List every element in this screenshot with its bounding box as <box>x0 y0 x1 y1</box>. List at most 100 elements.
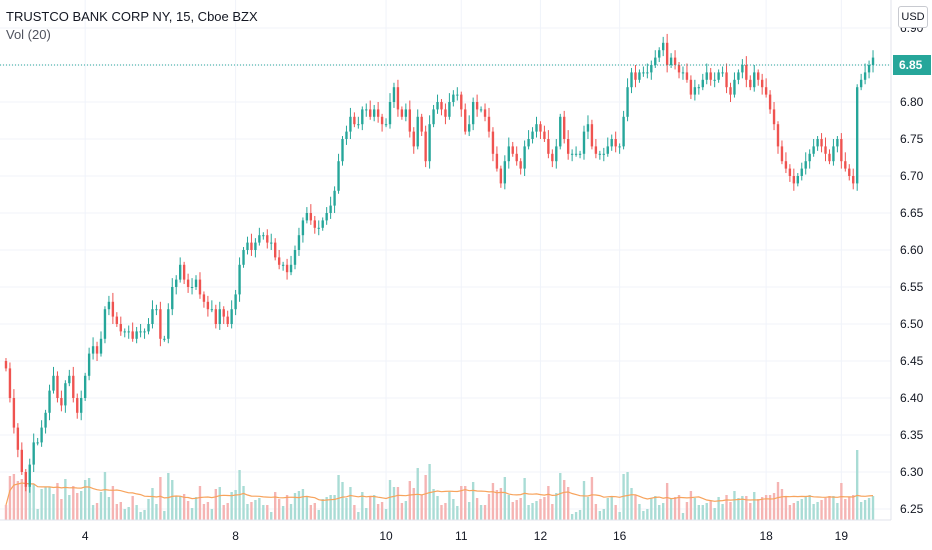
candle-body <box>412 131 415 147</box>
volume-bar <box>460 486 463 520</box>
volume-bar <box>87 478 91 520</box>
volume-bar <box>709 501 712 520</box>
volume-bar <box>479 505 483 520</box>
time-tick-label: 19 <box>835 529 849 543</box>
volume-bar <box>852 495 855 520</box>
time-tick-label: 10 <box>379 529 393 543</box>
volume-bar <box>357 512 360 520</box>
candle-body <box>495 153 499 169</box>
candle-body <box>764 87 768 95</box>
volume-indicator-label[interactable]: Vol (20) <box>6 27 51 42</box>
candle-body <box>737 72 740 80</box>
volume-bar <box>547 486 550 520</box>
volume-bar <box>523 478 526 520</box>
volume-bar <box>650 498 653 520</box>
volume-bar <box>182 494 186 520</box>
candle-body <box>428 124 431 162</box>
candlesticks <box>4 33 875 493</box>
candle-body <box>4 361 8 369</box>
candle-body <box>194 279 198 287</box>
candle-body <box>780 146 784 162</box>
volume-bar <box>400 503 404 520</box>
candle-body <box>372 109 376 117</box>
volume-bar <box>717 497 720 520</box>
candle-body <box>48 390 51 413</box>
chart-legend: TRUSTCO BANK CORP NY, 15, Cboe BZX Vol (… <box>6 8 258 44</box>
candle-body <box>570 153 574 155</box>
volume-bar <box>64 479 67 520</box>
time-axis[interactable]: 4 8 10 11 12 16 18 19 <box>82 529 849 543</box>
volume-bar <box>586 497 590 520</box>
volume-bar <box>155 504 158 520</box>
candle-body <box>293 250 297 265</box>
volume-bar <box>380 502 384 520</box>
volume-bar <box>396 487 400 520</box>
volume-bar <box>519 498 522 520</box>
candle-body <box>824 146 827 154</box>
symbol-title[interactable]: TRUSTCO BANK CORP NY, 15, Cboe BZX <box>6 9 258 24</box>
candle-body <box>749 79 752 88</box>
candle-body <box>745 65 748 80</box>
price-tick-label: 6.75 <box>900 132 924 146</box>
candle-body <box>159 309 162 339</box>
volume-bar <box>8 476 12 520</box>
volume-ma-line <box>5 482 874 506</box>
volume-bar <box>376 504 380 520</box>
volume-bar <box>163 511 166 520</box>
volume-bar <box>143 510 146 520</box>
volume-bar <box>349 487 352 520</box>
candle-body <box>681 72 685 74</box>
price-axis[interactable]: 6.25 6.30 6.35 6.40 6.45 6.50 6.55 6.60 6.65 6.70… <box>900 21 924 516</box>
candle-body <box>460 94 463 110</box>
volume-bar <box>317 510 320 520</box>
candle-body <box>626 87 629 117</box>
volume-bar <box>681 513 685 520</box>
candle-body <box>361 109 364 125</box>
candle-body <box>87 353 91 376</box>
volume-bar <box>337 475 340 520</box>
candle-body <box>8 368 12 398</box>
volume-bar <box>776 482 780 520</box>
candle-body <box>867 65 871 73</box>
candle-body <box>254 242 257 250</box>
candle-body <box>214 309 217 324</box>
volume-bar <box>218 487 221 520</box>
volume-bar <box>768 495 772 520</box>
volume-bar <box>95 503 99 520</box>
volume-bar <box>483 505 487 520</box>
candle-body <box>103 309 107 339</box>
volume-bar <box>175 496 178 520</box>
volume-bar <box>503 477 507 520</box>
volume-bar <box>60 499 63 520</box>
candle-body <box>578 153 582 155</box>
candle-body <box>329 205 332 213</box>
volume-bar <box>369 497 372 520</box>
volume-bar <box>638 504 641 520</box>
candle-body <box>190 287 194 288</box>
candle-body <box>155 309 158 311</box>
candle-body <box>456 94 459 96</box>
volume-bar <box>487 494 491 520</box>
volume-bar <box>784 496 788 520</box>
volume-bar <box>289 504 293 520</box>
volume-bar <box>274 492 277 520</box>
volume-bar <box>757 499 760 520</box>
volume-bar <box>432 489 435 520</box>
volume-bar <box>539 499 542 520</box>
candle-body <box>618 146 621 148</box>
volume-bar <box>36 509 39 520</box>
candle-body <box>559 116 562 147</box>
candle-body <box>392 87 396 102</box>
volume-bar <box>190 508 194 520</box>
candle-body <box>131 331 134 339</box>
time-tick-label: 12 <box>534 529 548 543</box>
candle-body <box>167 309 170 339</box>
candle-body <box>741 65 744 73</box>
candle-body <box>76 398 79 413</box>
candle-body <box>479 109 483 111</box>
candle-body <box>333 190 336 206</box>
candle-body <box>673 57 677 65</box>
candle-body <box>115 316 119 324</box>
currency-button[interactable]: USD <box>898 6 928 28</box>
